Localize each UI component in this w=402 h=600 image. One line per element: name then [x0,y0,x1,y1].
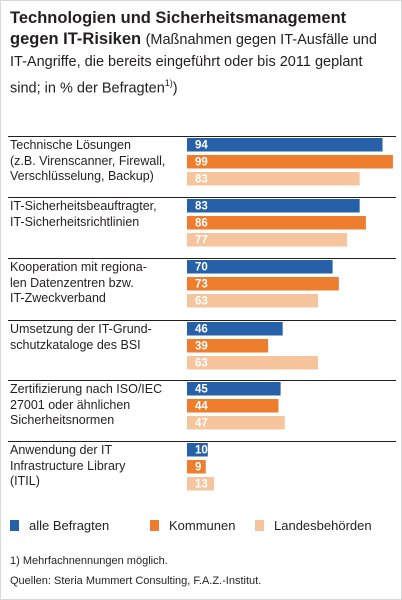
legend-item-landesbehoerden: Landesbehörden [255,518,372,533]
data-label-kommunen: 86 [195,218,208,230]
category-label: Anwendung der IT Infrastructure Library (I… [10,443,180,490]
category-label-line: IT-Sicherheitsbeauftragter, [10,199,157,213]
group-separator [8,320,396,321]
legend-label-alle-befragten: alle Befragten [29,518,110,533]
group-separator [8,197,396,198]
bar-kommunen [187,339,269,353]
bar-kommunen [187,460,206,474]
category-label-line: IT-Zweckverband [10,291,106,305]
title-main: Technologien und Sicherheitsmanagement g… [10,9,347,48]
bar-alle-befragten [187,199,360,213]
bar-alle-befragten [187,443,208,457]
category-label-line: 27001 oder ähnlichen [10,397,131,412]
bar-landesbeh-rden [187,356,319,370]
category-label-line: IT-Sicherheitsrichtlinien [10,214,140,229]
legend-swatch-alle-befragten [10,520,19,531]
legend-label-landesbehoerden: Landesbehörden [274,518,372,533]
category-label: Kooperation mit regiona-len Datenzentren… [10,260,180,307]
bar-landesbeh-rden [187,477,215,491]
bar-landesbeh-rden [187,294,319,308]
category-label-line: Technische Lösungen [10,138,131,152]
bar-landesbeh-rden [187,233,348,247]
legend: alle Befragten Kommunen Landesbehörden [10,518,395,536]
data-label-landesbeh-rden: 63 [195,358,208,370]
category-label-line: (z.B. Virenscanner, Firewall, [10,153,166,168]
title-subtitle: (Maßnahmen gegen IT-Ausfälle und IT-Angr… [10,32,377,97]
data-label-landesbeh-rden: 63 [195,296,208,308]
data-label-landesbeh-rden: 47 [195,418,208,430]
data-label-alle-befragten: 94 [195,140,208,152]
bar-alle-befragten [187,322,283,336]
legend-label-kommunen: Kommunen [169,518,236,533]
category-label: Technische Lösungen (z.B. Virenscanner, F… [10,138,180,185]
data-label-landesbeh-rden: 77 [195,235,208,247]
category-label-line: schutzkataloge des BSI [10,337,141,352]
chart-title: Technologien und Sicherheitsmanagement g… [10,8,395,99]
category-label-line: Zertifizierung nach ISO/IEC [10,382,163,396]
data-label-kommunen: 99 [195,157,208,169]
bar-alle-befragten [187,382,281,396]
category-label-line: Sicherheitsnormen [10,413,115,427]
legend-swatch-kommunen [150,520,159,531]
data-label-kommunen: 39 [195,341,208,353]
group-separator [8,136,396,137]
bar-kommunen [187,399,279,413]
data-label-alle-befragten: 46 [195,324,208,336]
legend-swatch-landesbehoerden [255,520,264,531]
data-label-alle-befragten: 83 [195,201,208,213]
legend-item-alle-befragten: alle Befragten [10,518,109,533]
bar-kommunen [187,155,393,169]
category-label-line: Umsetzung der IT-Grund- [10,322,152,336]
bar-alle-befragten [187,138,383,152]
category-label-line: len Datenzentren bzw. [10,275,134,290]
data-label-kommunen: 9 [195,462,201,474]
data-label-alle-befragten: 45 [195,384,208,396]
category-label-line: Anwendung der IT [10,443,113,457]
category-label-line: Infrastructure Library [10,458,126,473]
subtitle-end: ) [172,80,178,97]
category-label: Zertifizierung nach ISO/IEC 27001 oder äh… [10,382,180,429]
data-label-kommunen: 73 [195,279,208,291]
data-label-landesbeh-rden: 83 [195,174,208,186]
data-label-kommunen: 44 [195,401,208,413]
data-label-landesbeh-rden: 13 [195,479,208,491]
group-separator [8,380,396,381]
bar-landesbeh-rden [187,416,285,430]
data-label-alle-befragten: 70 [195,262,208,274]
category-label-line: Verschlüsselung, Backup) [10,169,154,183]
category-label: IT-Sicherheitsbeauftragter, IT-Sicherheit… [10,199,180,230]
category-label: Umsetzung der IT-Grund-schutzkataloge de… [10,322,180,353]
footnote: 1) Mehrfachnennungen möglich. [10,555,168,567]
category-label-line: (ITIL) [10,474,40,488]
legend-item-kommunen: Kommunen [150,518,235,533]
group-separator [8,258,396,259]
group-separator [8,441,396,442]
bar-landesbeh-rden [187,172,360,186]
bar-kommunen [187,277,339,291]
bar-kommunen [187,216,366,230]
source-note: Quellen: Steria Mummert Consulting, F.A.… [10,575,262,587]
footnote-marker: 1) [164,78,173,88]
category-label-line: Kooperation mit regiona- [10,260,147,274]
bar-alle-befragten [187,260,333,274]
data-label-alle-befragten: 10 [195,445,208,457]
